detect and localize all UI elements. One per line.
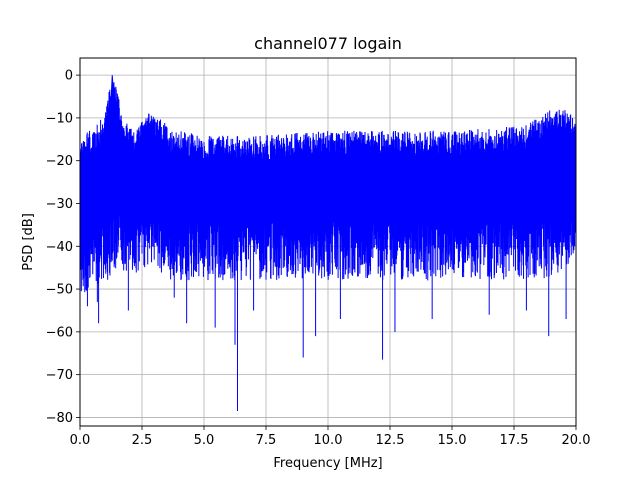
y-tick-label: −80 bbox=[46, 411, 73, 426]
y-tick-label: −50 bbox=[46, 283, 73, 298]
x-tick-label: 5.0 bbox=[194, 433, 215, 448]
x-tick-label: 2.5 bbox=[132, 433, 153, 448]
y-tick-label: −20 bbox=[46, 154, 73, 169]
x-tick-label: 15.0 bbox=[438, 433, 467, 448]
x-tick-label: 7.5 bbox=[256, 433, 277, 448]
x-tick-label: 20.0 bbox=[562, 433, 591, 448]
x-axis-label: Frequency [MHz] bbox=[273, 456, 382, 471]
x-tick-label: 10.0 bbox=[314, 433, 343, 448]
x-tick-label: 0.0 bbox=[70, 433, 91, 448]
y-axis-ticks: 0 −10 −20 −30 −40 −50 −60 −70 −80 bbox=[46, 69, 80, 426]
y-tick-label: 0 bbox=[65, 69, 73, 84]
y-axis-label: PSD [dB] bbox=[21, 213, 36, 271]
y-tick-label: −10 bbox=[46, 111, 73, 126]
chart-title: channel077 logain bbox=[254, 34, 402, 53]
y-tick-label: −40 bbox=[46, 240, 73, 255]
y-tick-label: −60 bbox=[46, 325, 73, 340]
x-tick-label: 17.5 bbox=[500, 433, 529, 448]
x-axis-ticks: 0.0 2.5 5.0 7.5 10.0 12.5 15.0 17.5 20.0 bbox=[70, 426, 591, 448]
y-tick-label: −70 bbox=[46, 368, 73, 383]
psd-series-line bbox=[80, 75, 576, 412]
x-tick-label: 12.5 bbox=[376, 433, 405, 448]
y-tick-label: −30 bbox=[46, 197, 73, 212]
